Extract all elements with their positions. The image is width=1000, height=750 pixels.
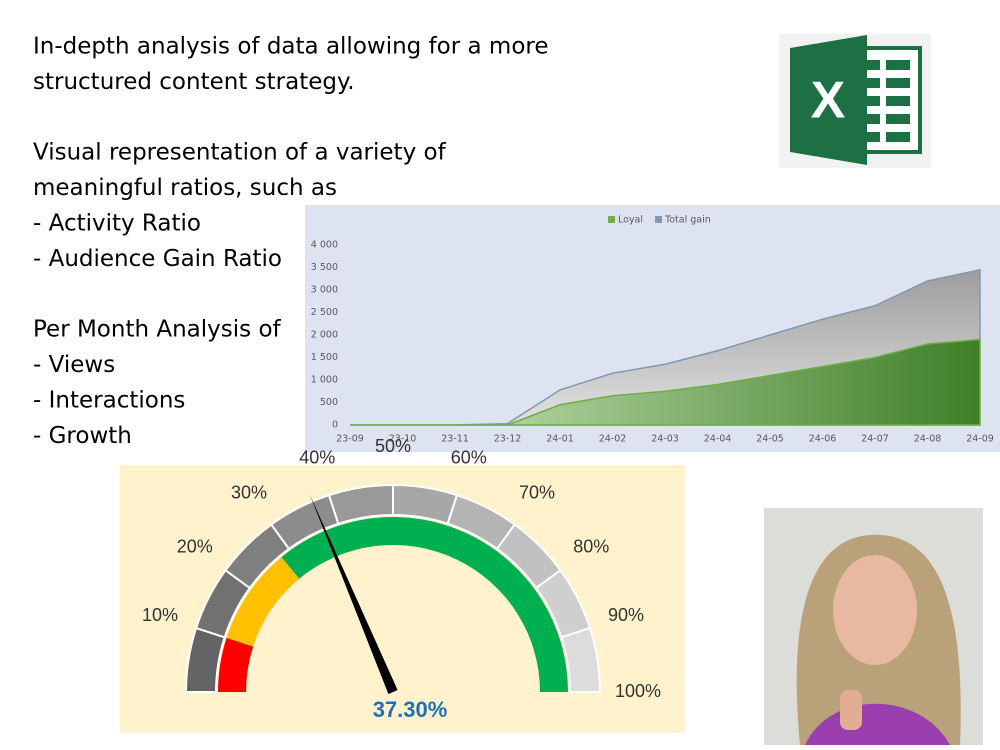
x-tick-label: 24-02 — [599, 434, 627, 445]
gauge-segment — [560, 626, 602, 693]
gauge-tick-label: 20% — [177, 537, 213, 557]
text-line: Visual representation of a variety of — [33, 140, 447, 166]
y-tick-label: 2 500 — [311, 307, 338, 318]
x-tick-label: 23-09 — [336, 434, 364, 445]
x-tick-label: 23-12 — [494, 434, 522, 445]
gauge-tick-label: 100% — [615, 681, 661, 701]
excel-logo: X — [779, 34, 931, 168]
portrait-photo — [764, 508, 983, 745]
x-tick-label: 23-11 — [441, 434, 469, 445]
text-line: structured content strategy. — [33, 69, 355, 95]
gauge-tick-label: 30% — [231, 483, 267, 503]
y-tick-label: 2 000 — [311, 330, 338, 341]
x-tick-label: 24-01 — [546, 434, 574, 445]
y-tick-label: 1 500 — [311, 352, 338, 363]
svg-text:X: X — [811, 72, 846, 130]
y-tick-label: 1 000 — [311, 375, 338, 386]
x-tick-label: 24-06 — [809, 434, 837, 445]
text-line: - Audience Gain Ratio — [33, 246, 282, 272]
gauge-tick-label: 50% — [375, 436, 411, 456]
gauge-value: 37.30% — [373, 697, 448, 722]
x-tick-label: 23-10 — [389, 434, 417, 445]
x-tick-label: 24-05 — [756, 434, 784, 445]
text-line: - Growth — [33, 423, 132, 449]
gauge-needle — [309, 493, 398, 694]
gauge-tick-label: 10% — [142, 605, 178, 625]
gauge-tick-label: 90% — [608, 605, 644, 625]
area — [350, 338, 981, 426]
text-line: meaningful ratios, such as — [33, 175, 337, 201]
legend-label: Total gain — [664, 215, 711, 226]
y-tick-label: 3 500 — [311, 262, 338, 273]
x-tick-label: 24-04 — [704, 434, 732, 445]
legend-swatch — [608, 216, 615, 223]
text-line: Per Month Analysis of — [33, 317, 282, 343]
gauge-tick-label: 70% — [519, 483, 555, 503]
gauge-tick-label: 80% — [573, 537, 609, 557]
y-tick-label: 500 — [320, 397, 338, 408]
text-line: - Activity Ratio — [33, 211, 201, 237]
x-tick-label: 24-03 — [651, 434, 679, 445]
gauge-tick-label: 60% — [451, 448, 487, 468]
y-tick-label: 3 000 — [311, 285, 338, 296]
gauge-band — [226, 557, 300, 647]
gauge-tick-label: 40% — [299, 448, 335, 468]
y-tick-label: 4 000 — [311, 240, 338, 251]
legend-swatch — [655, 216, 663, 223]
x-tick-label: 24-09 — [966, 434, 994, 445]
gauge-band — [281, 516, 568, 692]
x-tick-label: 24-08 — [914, 434, 942, 445]
text-line: - Views — [33, 352, 115, 378]
x-tick-label: 24-07 — [861, 434, 889, 445]
text-line: In-depth analysis of data allowing for a… — [33, 34, 549, 60]
gauge-band — [218, 637, 254, 692]
text-line: - Interactions — [33, 388, 185, 414]
legend-label: Loyal — [618, 215, 643, 226]
y-tick-label: 0 — [332, 420, 338, 431]
